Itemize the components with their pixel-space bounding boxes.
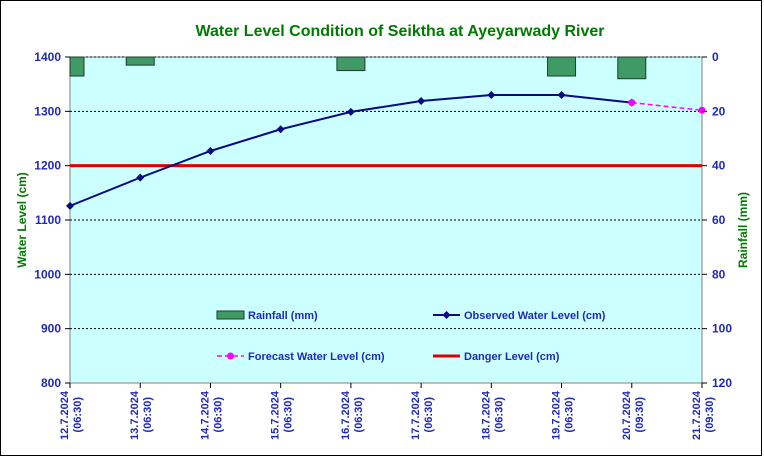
y-tick-label: 800 <box>41 376 61 390</box>
y-tick-label: 1000 <box>34 267 61 281</box>
forecast-point <box>628 99 636 107</box>
y2-tick-label: 20 <box>712 104 726 118</box>
y-tick-label: 1400 <box>34 50 61 64</box>
x-tick-label: 16.7.2024 <box>340 390 352 440</box>
x-axis-ticks: 12.7.2024 (06:30) 13.7.2024 (06:30) 14.7.202… <box>59 383 716 440</box>
y2-tick-label: 40 <box>712 159 726 173</box>
y2-tick-label: 60 <box>712 213 726 227</box>
y2-axis-label: Rainfall (mm) <box>736 192 750 268</box>
x-tick-label: (06:30) <box>423 397 435 433</box>
rainfall-bars <box>69 56 647 80</box>
legend-forecast-marker <box>227 352 234 360</box>
x-tick-label: 20.7.2024 <box>621 390 633 440</box>
legend-danger-label: Danger Level (cm) <box>464 351 560 363</box>
forecast-point <box>698 106 706 114</box>
forecast-line <box>631 101 703 111</box>
legend-observed-marker <box>442 311 451 319</box>
y-tick-label: 900 <box>41 322 61 336</box>
observed-point <box>417 97 426 106</box>
observed-point <box>557 91 566 100</box>
y2-tick-label: 100 <box>712 322 732 336</box>
right-axis-ticks: 0 20 40 60 80 100 120 <box>702 50 732 390</box>
x-tick-label: (09:30) <box>634 397 646 433</box>
rainfall-bar <box>336 56 366 72</box>
legend-rainfall-label: Rainfall (mm) <box>248 310 318 322</box>
observed-point <box>136 173 145 182</box>
x-tick-label: 17.7.2024 <box>410 390 422 440</box>
x-tick-label: (06:30) <box>493 397 505 433</box>
y-axis-label: Water Level (cm) <box>15 172 29 268</box>
y2-tick-label: 80 <box>712 267 726 281</box>
rainfall-bar <box>547 56 577 77</box>
rainfall-bar <box>125 56 155 66</box>
observed-point <box>487 91 496 100</box>
y-tick-label: 1100 <box>35 213 61 227</box>
observed-point <box>66 201 74 210</box>
x-tick-label: 18.7.2024 <box>480 390 492 440</box>
x-tick-label: 13.7.2024 <box>129 390 141 440</box>
forecast-series <box>628 99 706 114</box>
y2-tick-label: 120 <box>712 376 732 390</box>
observed-point <box>276 125 285 134</box>
x-tick-label: 19.7.2024 <box>551 390 563 440</box>
x-tick-label: 21.7.2024 <box>691 390 703 440</box>
x-tick-label: 15.7.2024 <box>270 390 282 440</box>
chart-title: Water Level Condition of Seiktha at Ayey… <box>196 23 605 40</box>
x-tick-label: (06:30) <box>142 397 154 433</box>
rainfall-bar <box>617 56 647 80</box>
x-tick-label: (06:30) <box>72 397 84 433</box>
observed-series <box>66 91 636 210</box>
rainfall-bar <box>69 56 85 77</box>
legend-observed-label: Observed Water Level (cm) <box>464 310 606 322</box>
observed-point <box>346 107 355 116</box>
x-tick-label: (06:30) <box>212 397 224 433</box>
x-tick-label: (06:30) <box>564 397 576 433</box>
x-tick-label: (06:30) <box>353 397 365 433</box>
legend-rainfall-swatch <box>216 310 245 320</box>
y2-tick-label: 0 <box>712 50 719 64</box>
observed-point <box>206 146 215 155</box>
legend-forecast-label: Forecast Water Level (cm) <box>248 351 385 363</box>
x-tick-label: 12.7.2024 <box>59 390 71 440</box>
legend: Rainfall (mm) Observed Water Level (cm) Fo… <box>216 310 606 363</box>
y-tick-label: 1300 <box>34 104 61 118</box>
x-tick-label: (06:30) <box>283 397 295 433</box>
x-tick-label: (09:30) <box>704 397 716 433</box>
y-tick-label: 1200 <box>34 159 61 173</box>
left-axis-ticks: 800 900 1000 1100 1200 1300 1400 <box>34 50 70 390</box>
x-tick-label: 14.7.2024 <box>199 390 211 440</box>
